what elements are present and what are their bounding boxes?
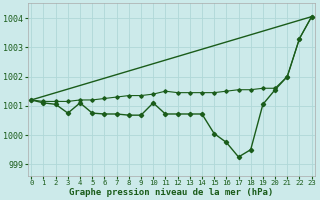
X-axis label: Graphe pression niveau de la mer (hPa): Graphe pression niveau de la mer (hPa) [69,188,274,197]
